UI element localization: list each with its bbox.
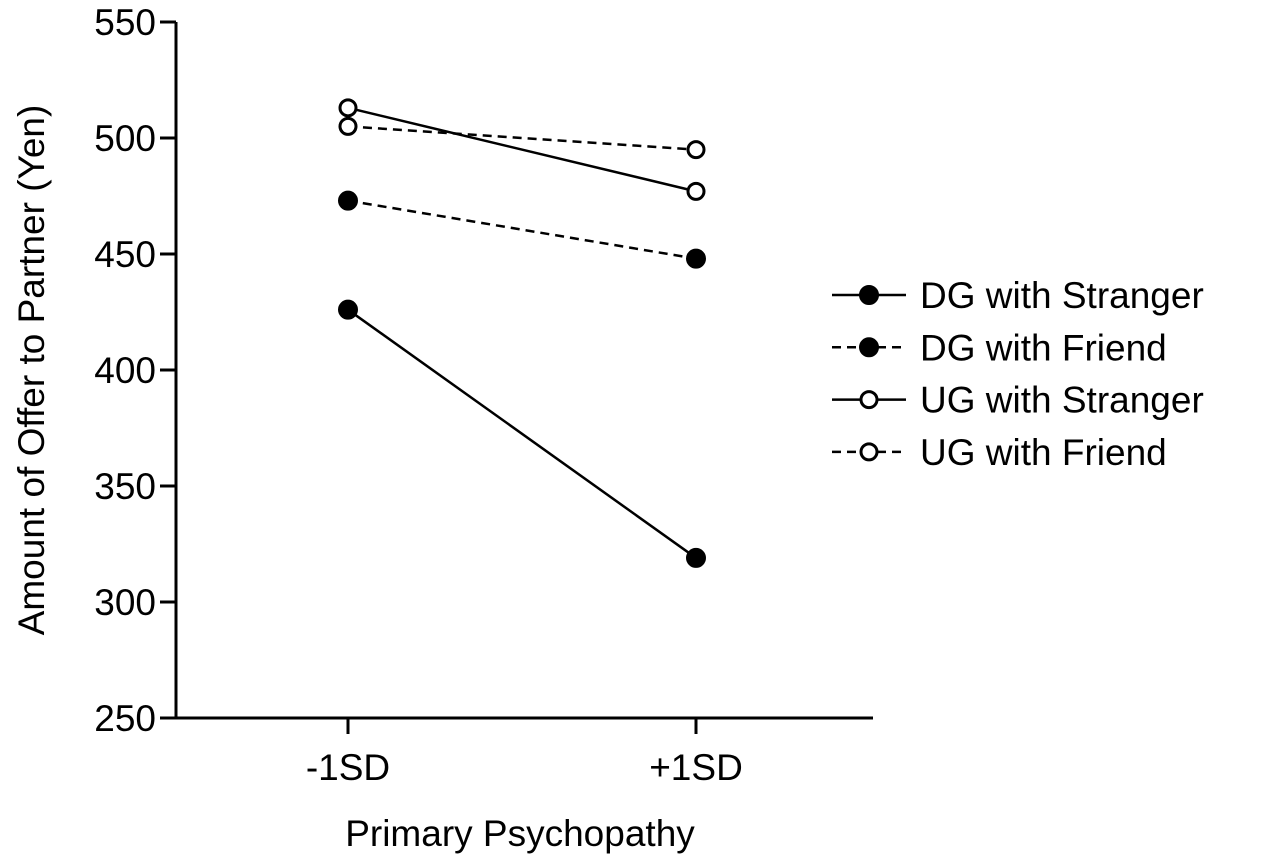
y-tick-label: 250	[94, 698, 156, 739]
y-tick-label: 350	[94, 466, 156, 507]
legend-marker	[859, 390, 879, 410]
x-axis-ticks: -1SD +1SD	[306, 718, 743, 788]
legend-marker	[859, 442, 879, 462]
x-tick-label: +1SD	[649, 747, 743, 788]
y-axis-ticks: 250 300 350 400 450 500 550	[94, 2, 176, 739]
legend-label: DG with Friend	[920, 327, 1167, 368]
data-point	[338, 98, 358, 118]
series-dg-with-stranger	[338, 299, 706, 568]
legend-label: UG with Stranger	[920, 380, 1204, 421]
x-tick-label: -1SD	[306, 747, 390, 788]
y-tick-label: 500	[94, 118, 156, 159]
series-line	[347, 125, 697, 151]
legend-item: UG with Stranger	[832, 380, 1204, 421]
legend-label: DG with Stranger	[920, 275, 1204, 316]
legend-label: UG with Friend	[920, 432, 1167, 473]
x-axis-title: Primary Psychopathy	[345, 813, 695, 854]
series-ug-with-stranger	[338, 98, 706, 201]
data-point	[686, 140, 706, 160]
y-tick-label: 550	[94, 2, 156, 43]
data-point	[338, 190, 358, 211]
legend-marker	[859, 285, 879, 305]
y-tick-label: 300	[94, 582, 156, 623]
series-line	[347, 106, 697, 193]
series-dg-with-friend	[338, 190, 706, 269]
series-ug-with-friend	[338, 116, 706, 160]
legend-marker	[859, 337, 879, 358]
y-axis-title: Amount of Offer to Partner (Yen)	[11, 105, 52, 636]
legend: DG with Stranger DG with Friend UG with St…	[832, 275, 1204, 473]
y-tick-label: 450	[94, 234, 156, 275]
legend-item: UG with Friend	[832, 432, 1167, 473]
data-point	[686, 181, 706, 201]
data-point	[338, 116, 358, 136]
data-point	[686, 547, 706, 568]
series-line	[347, 308, 697, 559]
data-point	[686, 248, 706, 269]
legend-item: DG with Friend	[832, 327, 1167, 368]
series-line	[347, 199, 697, 260]
data-point	[338, 299, 358, 320]
y-tick-label: 400	[94, 350, 156, 391]
axes	[174, 22, 873, 720]
series-group	[338, 98, 706, 568]
legend-item: DG with Stranger	[832, 275, 1204, 316]
